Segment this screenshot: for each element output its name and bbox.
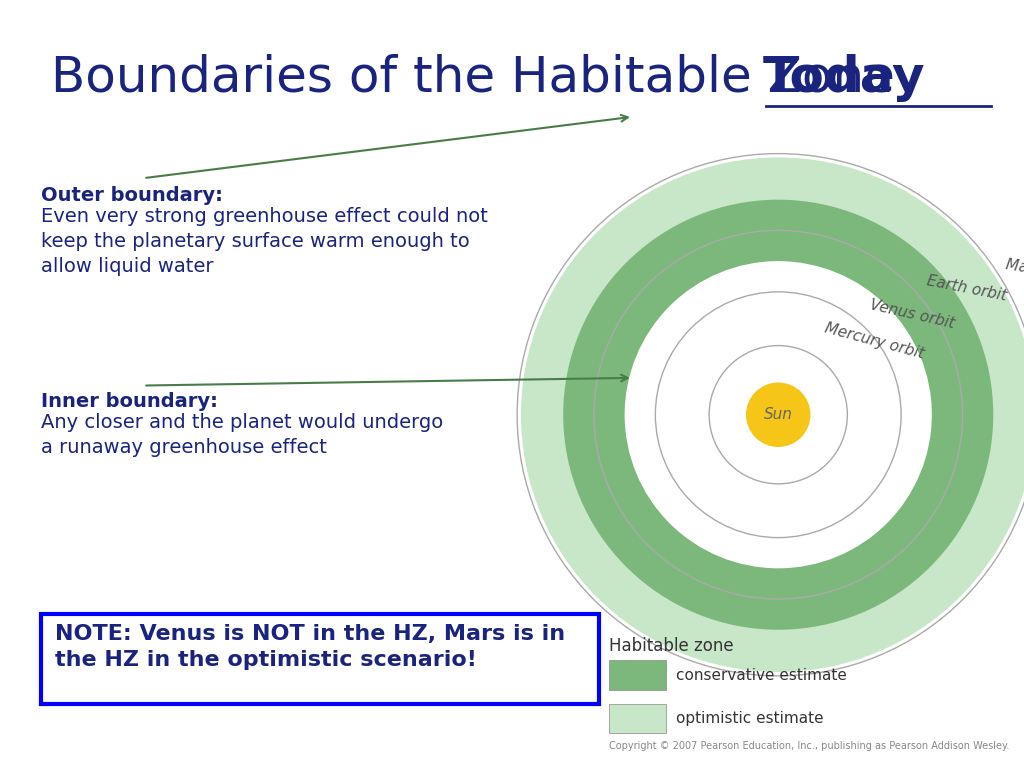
Bar	[609, 660, 666, 690]
Text: conservative estimate: conservative estimate	[676, 667, 847, 683]
Text: Even very strong greenhouse effect could not
keep the planetary surface warm eno: Even very strong greenhouse effect could…	[41, 207, 487, 276]
Text: Mercury orbit: Mercury orbit	[822, 321, 926, 362]
Ellipse shape	[625, 261, 932, 568]
Text: Sun: Sun	[764, 407, 793, 422]
Text: optimistic estimate: optimistic estimate	[676, 711, 823, 727]
Text: Inner boundary:: Inner boundary:	[41, 392, 218, 411]
Text: Any closer and the planet would undergo
a runaway greenhouse effect: Any closer and the planet would undergo …	[41, 413, 443, 457]
Text: Venus orbit: Venus orbit	[868, 297, 955, 331]
Ellipse shape	[563, 200, 993, 630]
Ellipse shape	[745, 382, 811, 447]
Text: Habitable zone: Habitable zone	[609, 637, 734, 655]
Bar	[41, 614, 599, 704]
Text: Outer boundary:: Outer boundary:	[41, 186, 223, 205]
Ellipse shape	[659, 296, 897, 534]
Ellipse shape	[521, 157, 1024, 672]
Text: Today: Today	[763, 54, 926, 102]
Text: Copyright © 2007 Pearson Education, Inc., publishing as Pearson Addison Wesley.: Copyright © 2007 Pearson Education, Inc.…	[609, 741, 1010, 751]
Text: Earth orbit: Earth orbit	[926, 273, 1008, 304]
Text: Boundaries of the Habitable Zone: Boundaries of the Habitable Zone	[51, 54, 911, 102]
Text: NOTE: Venus is NOT in the HZ, Mars is in
the HZ in the optimistic scenario!: NOTE: Venus is NOT in the HZ, Mars is in…	[55, 624, 565, 670]
Bar	[609, 704, 666, 733]
Text: Mars orbit: Mars orbit	[1005, 257, 1024, 284]
